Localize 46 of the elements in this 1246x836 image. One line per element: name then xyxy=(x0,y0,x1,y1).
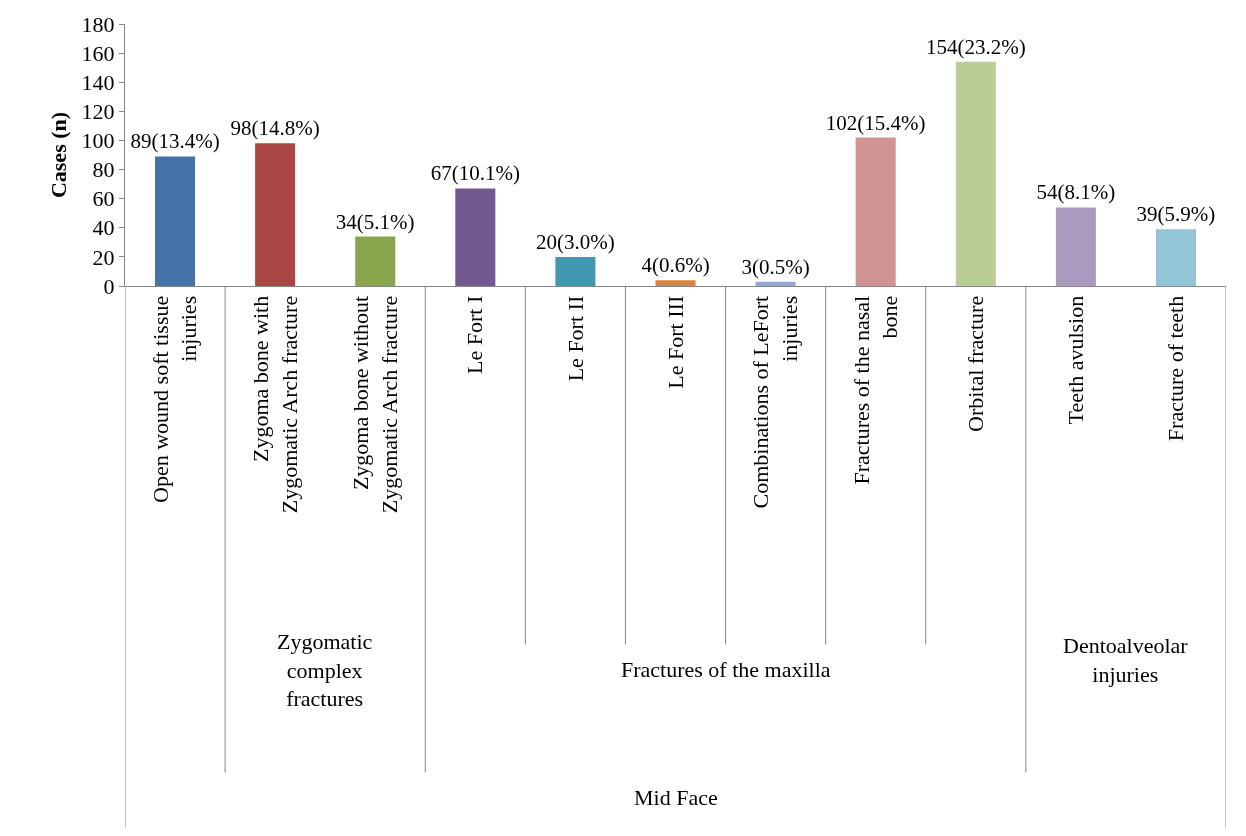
x-tick-label: Teeth avulsion xyxy=(1063,295,1089,425)
data-label: 54(8.1%) xyxy=(1036,180,1116,205)
y-tick-label: 140 xyxy=(81,69,115,95)
text: Fractures of the maxilla xyxy=(621,657,831,682)
data-label: 20(3.0%) xyxy=(536,229,615,254)
y-axis-title: Cases (n) xyxy=(46,111,72,199)
text: Dentoalveolar injuries xyxy=(1063,633,1189,687)
bar xyxy=(755,281,796,286)
y-tick-label: 180 xyxy=(81,11,115,37)
bar xyxy=(655,280,696,286)
bar xyxy=(455,188,496,286)
data-label: 102(15.4%) xyxy=(825,110,926,135)
data-label: 4(0.6%) xyxy=(641,253,710,278)
bar xyxy=(255,143,296,286)
data-label: 3(0.5%) xyxy=(741,254,810,279)
y-tick-label: 160 xyxy=(81,40,115,66)
x-tick-label: Open wound soft tissue injuries xyxy=(147,295,202,503)
bar xyxy=(555,256,596,286)
y-tick-label: 40 xyxy=(92,215,115,241)
y-tick-label: 80 xyxy=(92,157,115,183)
x-tick-label: Orbital fracture xyxy=(962,295,988,432)
data-label: 67(10.1%) xyxy=(430,161,520,186)
data-label: 34(5.1%) xyxy=(335,209,415,234)
data-label: 89(13.4%) xyxy=(130,129,220,154)
x-tick-label: Fracture of teeth xyxy=(1163,295,1189,442)
bar xyxy=(1055,207,1096,286)
bar xyxy=(355,236,396,286)
bar xyxy=(955,61,996,286)
text: Mid Face xyxy=(634,785,718,810)
y-tick-label: 60 xyxy=(92,186,115,212)
bar xyxy=(855,137,896,286)
x-tick-label: Combinations of LeFort injuries xyxy=(748,295,803,509)
bar xyxy=(1155,229,1196,286)
data-label: 98(14.8%) xyxy=(230,116,320,141)
x-tick-label: Le Fort I xyxy=(462,295,488,374)
y-tick-label: 20 xyxy=(92,244,115,270)
data-label: 154(23.2%) xyxy=(925,34,1026,59)
x-tick-label: Le Fort II xyxy=(562,295,588,382)
x-tick-label: Le Fort III xyxy=(662,295,688,389)
text: Zygomatic complex fractures xyxy=(277,629,373,712)
y-tick-label: 100 xyxy=(81,128,115,154)
x-tick-label: Fractures of the nasal bone xyxy=(848,295,903,485)
bar xyxy=(155,156,196,286)
y-tick-label: 120 xyxy=(81,99,115,125)
data-label: 39(5.9%) xyxy=(1136,202,1216,227)
y-tick-label: 0 xyxy=(103,273,115,299)
